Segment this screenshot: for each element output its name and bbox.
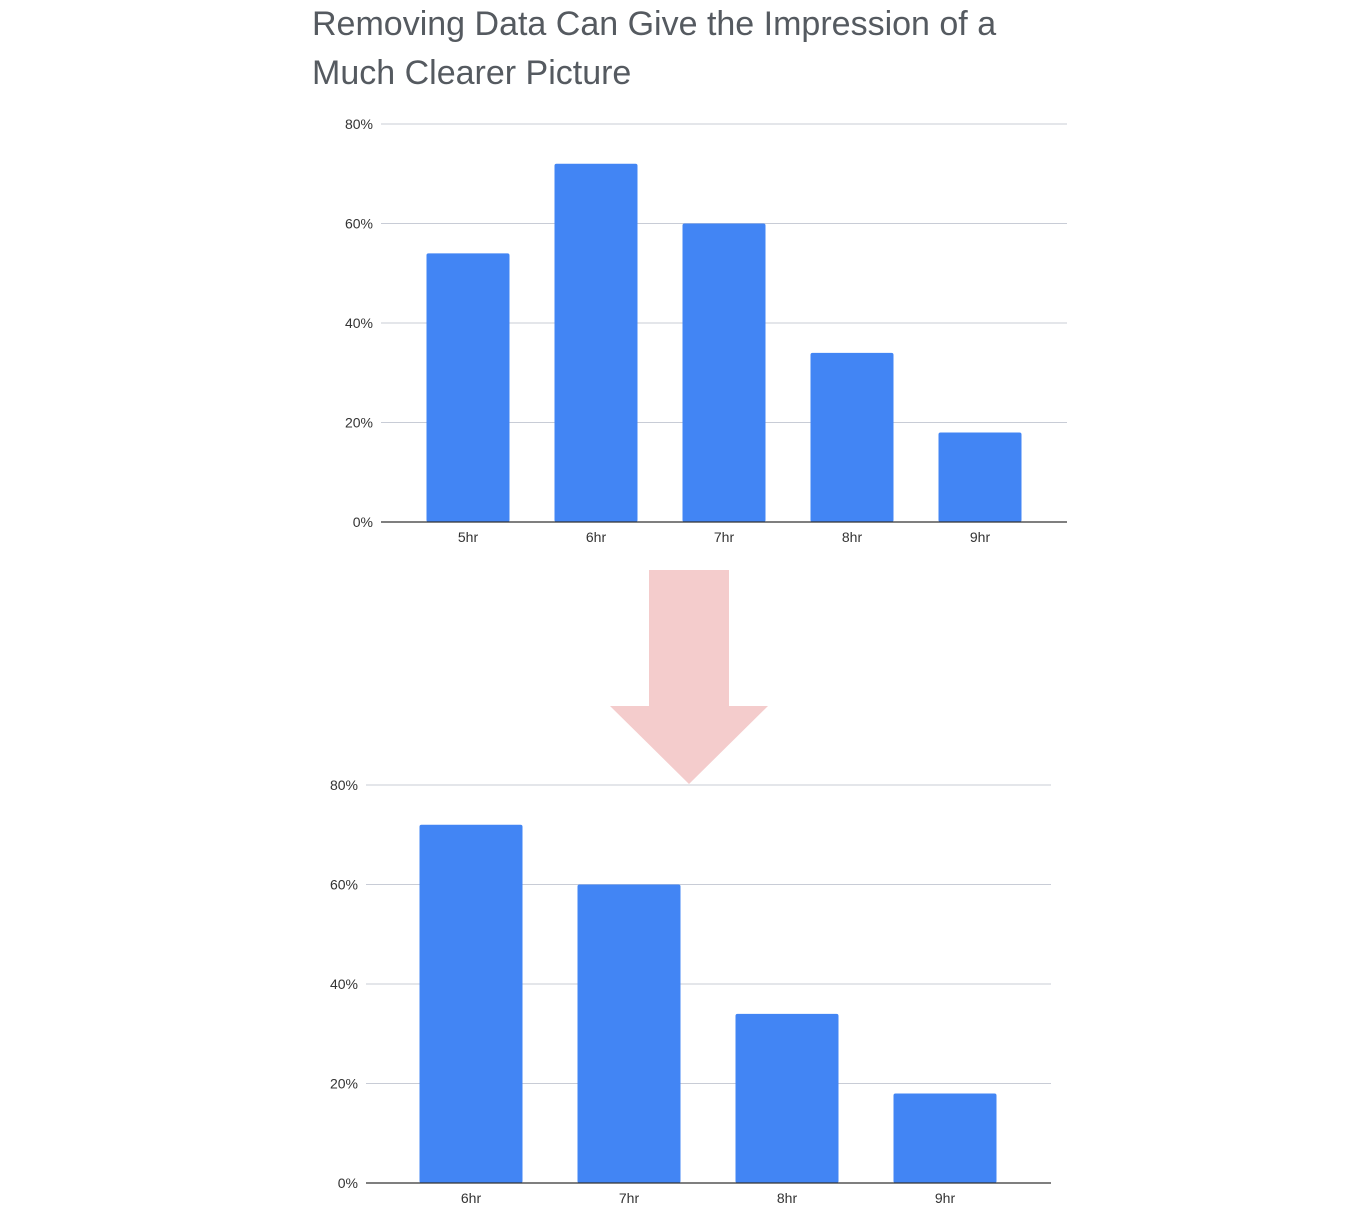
top-bar-5hr	[426, 253, 510, 522]
top-x-tick-label: 5hr	[458, 529, 479, 545]
bottom-y-tick-label: 20%	[330, 1076, 358, 1092]
top-x-tick-label: 7hr	[714, 529, 735, 545]
chart-title-line-1: Removing Data Can Give the Impression of…	[312, 5, 997, 43]
top-x-tick-label: 9hr	[970, 529, 991, 545]
bottom-bar-8hr	[735, 1013, 839, 1183]
top-x-tick-label: 6hr	[586, 529, 607, 545]
bottom-bar-6hr	[419, 824, 523, 1183]
top-y-tick-label: 80%	[345, 116, 373, 132]
bottom-y-tick-label: 80%	[330, 777, 358, 793]
bottom-bar-9hr	[893, 1093, 997, 1183]
bottom-x-tick-label: 9hr	[935, 1190, 956, 1206]
top-y-tick-label: 60%	[345, 216, 373, 232]
top-y-tick-label: 0%	[353, 514, 373, 530]
top-bar-8hr	[810, 352, 894, 522]
bottom-bar-chart: 0% 20% 40% 60% 80% 6hr 7hr 8hr 9hr	[330, 777, 1051, 1206]
bottom-y-tick-label: 0%	[338, 1175, 358, 1191]
down-arrow-icon	[610, 570, 768, 784]
bottom-y-tick-label: 40%	[330, 976, 358, 992]
chart-title-line-2: Much Clearer Picture	[312, 54, 632, 92]
top-bar-6hr	[554, 163, 638, 523]
top-y-tick-label: 40%	[345, 315, 373, 331]
bottom-x-tick-label: 6hr	[461, 1190, 482, 1206]
bottom-x-tick-label: 7hr	[619, 1190, 640, 1206]
bottom-x-tick-label: 8hr	[777, 1190, 798, 1206]
bottom-y-tick-label: 60%	[330, 877, 358, 893]
top-bar-9hr	[938, 432, 1022, 522]
top-y-tick-label: 20%	[345, 415, 373, 431]
top-bar-chart: 0% 20% 40% 60% 80% 5hr 6hr 7hr 8hr 9hr	[345, 116, 1067, 545]
top-x-tick-label: 8hr	[842, 529, 863, 545]
top-bar-7hr	[682, 223, 766, 522]
bottom-bar-7hr	[577, 884, 681, 1183]
